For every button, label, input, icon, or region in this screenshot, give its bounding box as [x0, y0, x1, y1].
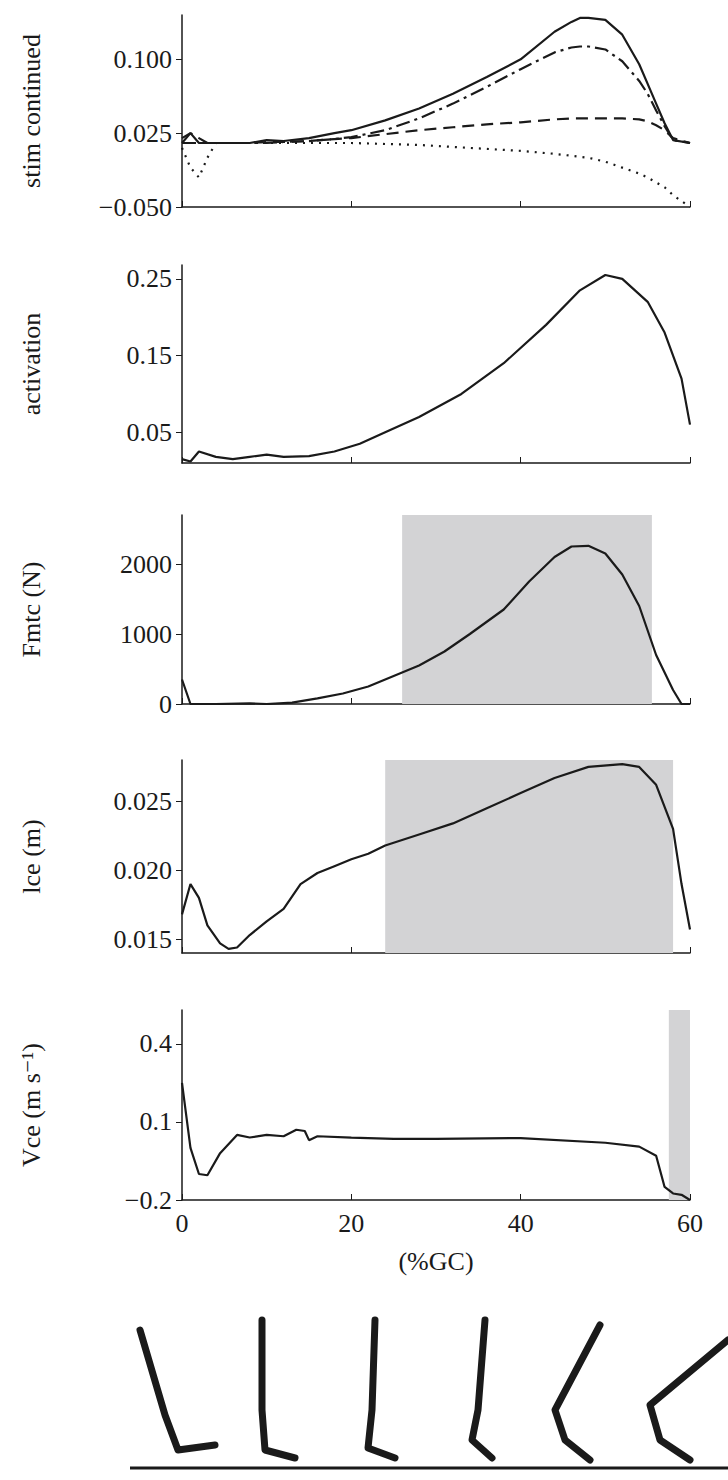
svg-text:stim continued: stim continued — [17, 34, 46, 188]
svg-text:(%GC): (%GC) — [398, 1247, 473, 1276]
svg-text:40: 40 — [508, 1209, 534, 1238]
svg-text:0.25: 0.25 — [127, 264, 173, 293]
svg-text:0.100: 0.100 — [114, 45, 173, 74]
svg-text:0.015: 0.015 — [114, 925, 173, 954]
svg-text:0.1: 0.1 — [140, 1107, 173, 1136]
svg-text:60: 60 — [677, 1209, 703, 1238]
svg-text:0.05: 0.05 — [127, 418, 173, 447]
svg-text:Fmtc (N): Fmtc (N) — [17, 561, 46, 657]
svg-text:1000: 1000 — [120, 620, 172, 649]
svg-text:2000: 2000 — [120, 550, 172, 579]
svg-text:0.025: 0.025 — [114, 787, 173, 816]
svg-text:−0.2: −0.2 — [125, 1186, 172, 1215]
svg-text:20: 20 — [338, 1209, 364, 1238]
svg-text:0.4: 0.4 — [140, 1029, 173, 1058]
svg-text:lce (m): lce (m) — [17, 819, 46, 893]
svg-text:0.025: 0.025 — [114, 119, 173, 148]
svg-text:0.15: 0.15 — [127, 341, 173, 370]
svg-text:0: 0 — [176, 1209, 189, 1238]
svg-text:activation: activation — [17, 313, 46, 416]
svg-text:0: 0 — [159, 690, 172, 719]
svg-text:0.020: 0.020 — [114, 856, 173, 885]
svg-text:−0.050: −0.050 — [99, 193, 172, 222]
svg-text:Vce (m s⁻¹): Vce (m s⁻¹) — [17, 1043, 46, 1167]
